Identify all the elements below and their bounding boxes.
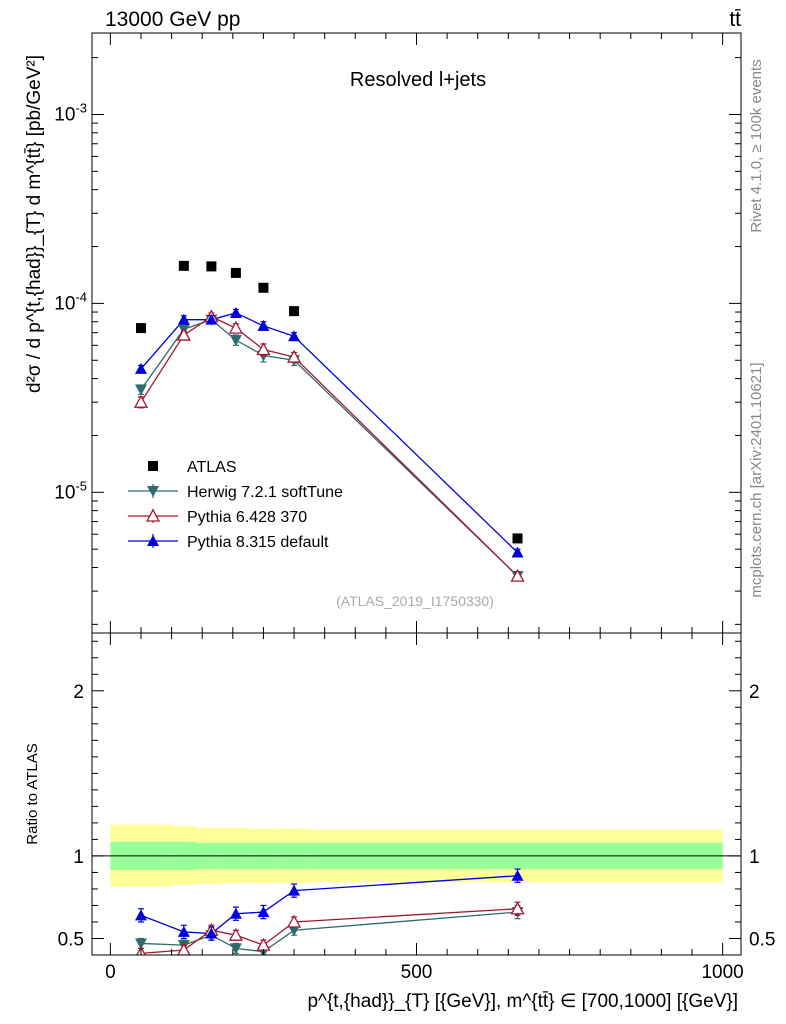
rivet-version-label: Rivet 4.1.0, ≥ 100k events [748,59,765,232]
ratio-point-pythia6 [286,914,302,928]
ratio-y-axis-label: Ratio to ATLAS [24,743,41,844]
ratio-point-pythia8 [288,884,301,896]
process-label: tt̄ [729,8,741,31]
ratio-line-pythia8 [140,875,518,935]
legend-label-herwig: Herwig 7.2.1 softTune [187,484,343,501]
ratio-y-tick-label-right: 0.5 [749,929,775,950]
main-point-pythia6 [133,394,149,408]
main-panel: 10-5 10-4 10-3 Resolved l+jets (ATLAS_2019… [24,32,742,634]
main-point-pythia8 [177,313,190,325]
main-point-atlas [289,306,300,317]
legend-item-pythia6: Pythia 6.428 370 [128,508,307,526]
main-point-pythia6 [286,349,302,363]
ratio-y-tick-label-left: 2 [73,682,84,703]
main-point-pythia8 [205,313,218,325]
main-point-atlas [512,533,523,544]
ratio-point-pythia8 [177,925,190,937]
ratio-y-tick-label-left: 1 [73,847,84,868]
ratio-y-tick-label-left: 0.5 [58,929,84,950]
ratio-point-herwig [134,938,147,950]
main-point-atlas [206,261,217,272]
ratio-x-tick-label: 1000 [701,962,743,983]
ratio-point-pythia6 [510,901,525,915]
main-point-pythia8 [229,306,242,318]
ratio-point-pythia8 [257,906,270,918]
ratio-y-tick-label-right: 1 [749,847,760,868]
ratio-point-pythia8 [134,909,147,921]
main-point-herwig [229,335,242,347]
main-point-pythia8 [511,546,524,558]
main-point-pythia8 [134,362,147,374]
ratio-point-pythia6 [228,927,243,941]
main-point-pythia8 [257,319,270,331]
ratio-frame [91,632,742,956]
legend: ATLAS Herwig 7.2.1 softTune Pythia 6.428 3… [128,459,343,551]
legend-marker-pythia8 [147,535,159,546]
main-point-atlas [258,282,269,293]
ratio-x-tick-label: 500 [401,962,433,983]
legend-marker-pythia6 [145,508,161,522]
ratio-line-pythia6 [140,908,518,954]
ratio-point-pythia8 [511,869,524,881]
legend-marker-herwig [147,486,159,497]
main-point-pythia6 [256,342,271,356]
mcplots-label: mcplots.cern.ch [arXiv:2401.10621] [748,362,765,597]
ratio-line-herwig [140,911,518,953]
main-point-pythia8 [288,330,301,342]
main-point-atlas [178,260,189,271]
watermark: (ATLAS_2019_I1750330) [336,593,494,609]
main-y-axis-label: d²σ / d p^{t,{had}}_{T} d m^{tt̄} [pb/Ge… [24,55,45,393]
main-point-herwig [134,384,147,396]
main-point-pythia6 [228,320,243,334]
main-point-atlas [135,323,146,334]
main-y-tick-label: 10-3 [54,100,87,125]
main-point-atlas [230,267,241,278]
ratio-point-pythia6 [256,937,271,951]
ratio-point-herwig [229,943,242,955]
ratio-point-pythia6 [177,942,191,955]
ratio-x-tick-label: 0 [105,962,116,983]
ratio-y-tick-label-right: 2 [749,682,760,703]
legend-label-pythia6: Pythia 6.428 370 [187,509,307,526]
main-y-tick-label: 10-5 [54,478,87,503]
ratio-point-pythia8 [229,907,242,919]
legend-item-atlas: ATLAS [148,459,237,476]
ratio-point-herwig [288,925,301,937]
ratio-point-pythia8 [205,927,218,939]
legend-item-pythia8: Pythia 8.315 default [128,534,329,551]
main-point-pythia6 [176,327,191,341]
main-title: Resolved l+jets [350,69,486,91]
legend-label-pythia8: Pythia 8.315 default [187,534,329,551]
legend-item-herwig: Herwig 7.2.1 softTune [128,484,343,501]
ratio-panel: 0.5 0.5 1 1 2 2 0 500 1000 Ratio to ATLAS p^{t,{… [24,632,775,1012]
legend-marker-atlas [148,461,158,471]
legend-label-atlas: ATLAS [187,459,237,476]
main-point-pythia6 [510,568,525,582]
energy-label: 13000 GeV pp [105,8,240,31]
x-axis-label: p^{t,{had}}_{T} [{GeV}], m^{tt̄} ∈ [700,… [307,991,738,1012]
main-y-tick-label: 10-4 [54,289,87,314]
